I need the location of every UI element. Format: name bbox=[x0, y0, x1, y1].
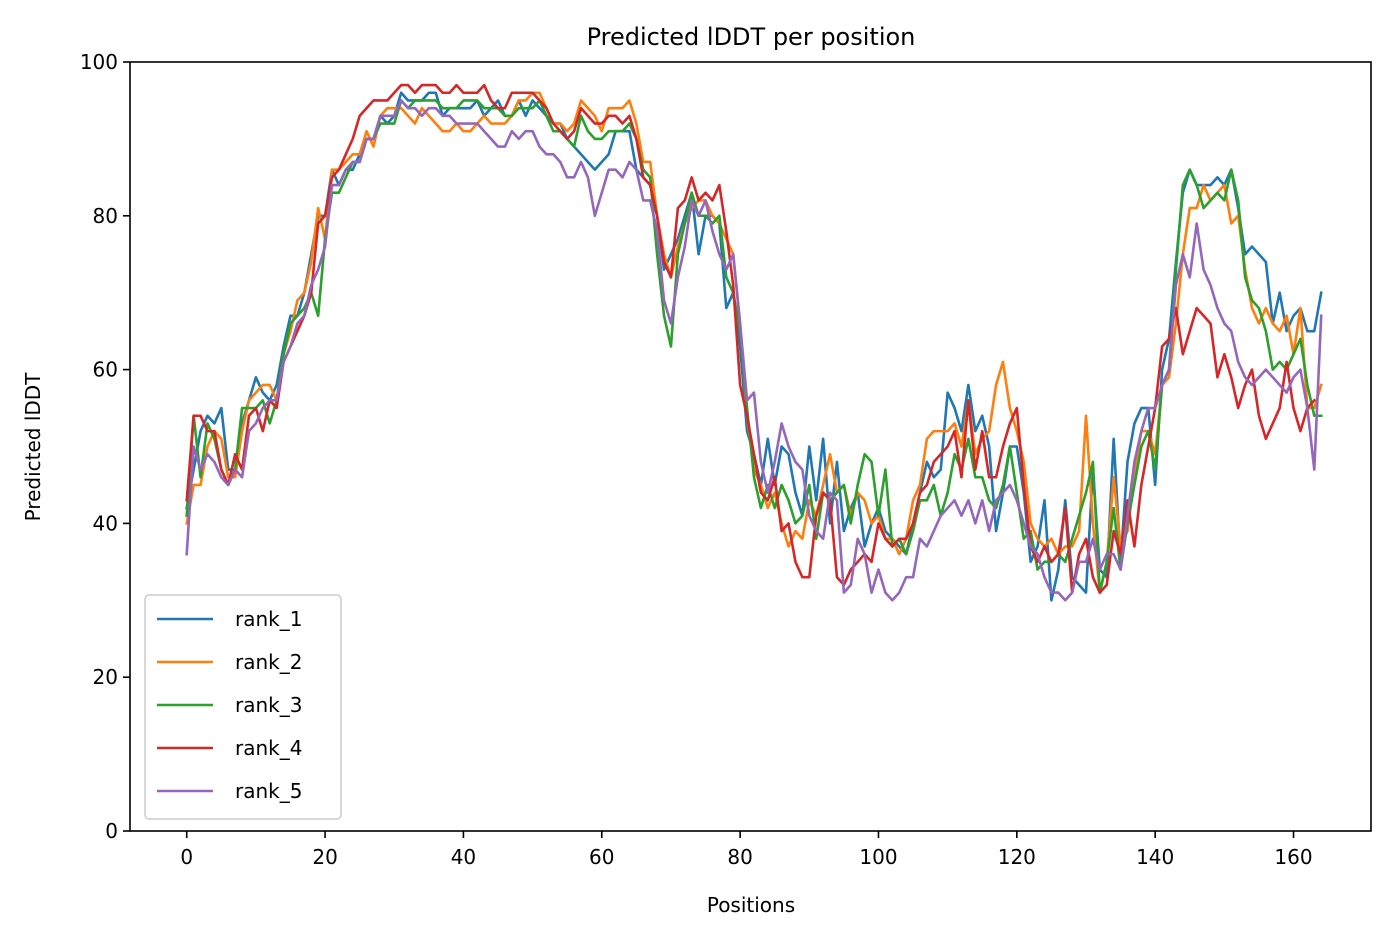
y-tick-label: 0 bbox=[105, 819, 118, 843]
x-tick-label: 0 bbox=[180, 845, 193, 869]
y-axis-ticks: 0 20 40 60 80 100 bbox=[80, 50, 130, 843]
y-tick-label: 60 bbox=[93, 358, 118, 382]
chart-title: Predicted lDDT per position bbox=[587, 23, 916, 51]
x-tick-label: 60 bbox=[589, 845, 614, 869]
legend-label-rank_2: rank_2 bbox=[235, 650, 302, 674]
legend-box bbox=[144, 594, 342, 820]
x-tick-label: 100 bbox=[859, 845, 897, 869]
legend: rank_1 rank_2 rank_3 rank_4 rank_5 bbox=[144, 594, 342, 820]
y-axis-label: Predicted lDDT bbox=[21, 372, 45, 522]
y-tick-label: 40 bbox=[93, 511, 118, 535]
legend-label-rank_4: rank_4 bbox=[235, 736, 302, 760]
y-tick-label: 20 bbox=[93, 665, 118, 689]
x-tick-label: 40 bbox=[451, 845, 476, 869]
x-tick-label: 140 bbox=[1136, 845, 1174, 869]
series-line-rank_4 bbox=[185, 83, 1317, 594]
legend-label-rank_3: rank_3 bbox=[235, 693, 302, 717]
y-tick-label: 80 bbox=[93, 204, 118, 228]
legend-label-rank_5: rank_5 bbox=[235, 779, 302, 803]
y-tick-label: 100 bbox=[80, 50, 118, 74]
x-axis-ticks: 0 20 40 60 80 100 120 140 160 bbox=[180, 831, 1313, 869]
x-tick-label: 160 bbox=[1274, 845, 1312, 869]
series-line-rank_5 bbox=[185, 99, 1323, 602]
legend-label-rank_1: rank_1 bbox=[235, 607, 302, 631]
plot-lines bbox=[185, 83, 1323, 602]
x-axis-label: Positions bbox=[707, 893, 795, 917]
x-tick-label: 120 bbox=[998, 845, 1036, 869]
x-tick-label: 20 bbox=[312, 845, 337, 869]
x-tick-label: 80 bbox=[727, 845, 752, 869]
plot-frame bbox=[129, 61, 1372, 832]
